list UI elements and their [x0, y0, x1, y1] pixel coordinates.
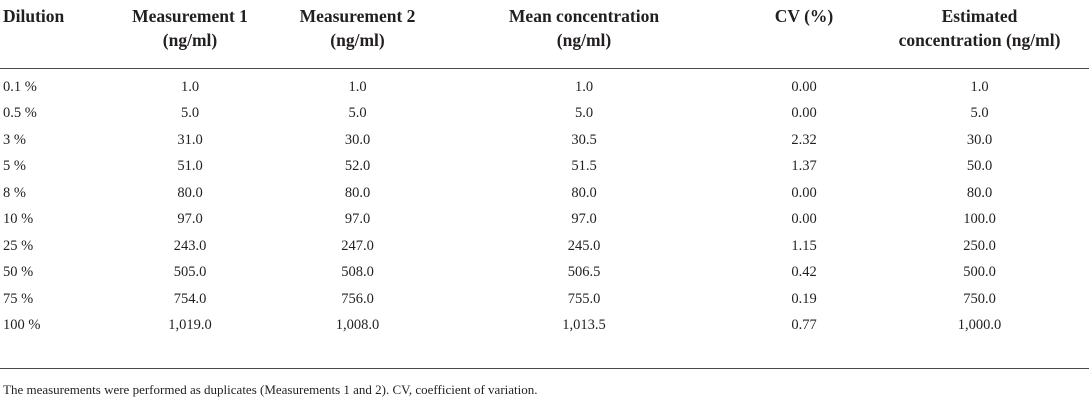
- table-bottom-rule: [0, 368, 1089, 369]
- cell-cv: 0.19: [791, 290, 817, 307]
- table-row: 0.5 % 5.0 5.0 5.0 0.00 5.0: [0, 101, 1089, 128]
- cell-dilution: 0.1 %: [3, 78, 37, 95]
- cell-estimated-concentration: 250.0: [963, 237, 996, 254]
- table-row: 100 % 1,019.0 1,008.0 1,013.5 0.77 1,000.0: [0, 313, 1089, 345]
- cell-mean-concentration: 97.0: [571, 211, 597, 228]
- cell-measurement-1: 80.0: [177, 184, 203, 201]
- cell-estimated-concentration: 5.0: [970, 105, 989, 122]
- header-measurement-1: Measurement 1 (ng/ml): [95, 0, 285, 69]
- cell-dilution: 100 %: [3, 317, 41, 334]
- cell-measurement-1: 243.0: [173, 237, 207, 254]
- table-header: Dilution Measurement 1 (ng/ml) Measureme…: [0, 0, 1089, 69]
- cell-dilution: 3 %: [3, 131, 26, 148]
- cell-cv: 0.00: [791, 78, 817, 95]
- cell-cv: 1.15: [791, 237, 817, 254]
- cell-estimated-concentration: 750.0: [963, 290, 996, 307]
- cell-measurement-1: 31.0: [177, 131, 203, 148]
- cell-estimated-concentration: 50.0: [966, 158, 993, 175]
- cell-measurement-1: 51.0: [177, 158, 203, 175]
- cell-dilution: 75 %: [3, 290, 34, 307]
- cell-estimated-concentration: 1,000.0: [957, 317, 1002, 334]
- cell-measurement-1: 754.0: [173, 290, 207, 307]
- table-row: 0.1 % 1.0 1.0 1.0 0.00 1.0: [0, 69, 1089, 101]
- cell-cv: 0.00: [791, 184, 817, 201]
- header-row: Dilution Measurement 1 (ng/ml) Measureme…: [0, 0, 1089, 69]
- header-estimated-concentration: Estimated concentration (ng/ml): [870, 0, 1089, 69]
- table-row: 5 % 51.0 52.0 51.5 1.37 50.0: [0, 154, 1089, 181]
- table-row: 10 % 97.0 97.0 97.0 0.00 100.0: [0, 207, 1089, 234]
- table-footnote: The measurements were performed as dupli…: [3, 382, 538, 397]
- table-row: 25 % 243.0 247.0 245.0 1.15 250.0: [0, 233, 1089, 260]
- cell-cv: 1.37: [791, 158, 817, 175]
- cell-estimated-concentration: 30.0: [966, 131, 993, 148]
- cell-measurement-2: 247.0: [341, 237, 374, 254]
- cell-cv: 0.77: [791, 317, 817, 334]
- cell-measurement-2: 30.0: [344, 131, 371, 148]
- cell-dilution: 50 %: [3, 264, 34, 281]
- cell-mean-concentration: 5.0: [574, 105, 594, 122]
- cell-dilution: 5 %: [3, 158, 26, 175]
- cell-mean-concentration: 1.0: [574, 78, 594, 95]
- cell-measurement-2: 52.0: [344, 158, 371, 175]
- cell-dilution: 0.5 %: [3, 105, 37, 122]
- cell-dilution: 25 %: [3, 237, 34, 254]
- cell-estimated-concentration: 80.0: [966, 184, 993, 201]
- cell-measurement-2: 80.0: [344, 184, 371, 201]
- cell-estimated-concentration: 1.0: [970, 78, 989, 95]
- cell-estimated-concentration: 500.0: [963, 264, 996, 281]
- header-cv: CV (%): [738, 0, 870, 69]
- cell-measurement-1: 97.0: [177, 211, 203, 228]
- cell-measurement-1: 1.0: [180, 78, 200, 95]
- cell-dilution: 10 %: [3, 211, 34, 228]
- cell-measurement-1: 1,019.0: [168, 317, 212, 334]
- cell-mean-concentration: 506.5: [567, 264, 601, 281]
- cell-mean-concentration: 245.0: [567, 237, 601, 254]
- cell-dilution: 8 %: [3, 184, 26, 201]
- table-row: 8 % 80.0 80.0 80.0 0.00 80.0: [0, 180, 1089, 207]
- cell-mean-concentration: 755.0: [567, 290, 601, 307]
- table-row: 50 % 505.0 508.0 506.5 0.42 500.0: [0, 260, 1089, 287]
- cell-cv: 2.32: [791, 131, 817, 148]
- cell-measurement-2: 5.0: [348, 105, 367, 122]
- header-dilution: Dilution: [0, 0, 95, 69]
- cell-measurement-2: 508.0: [341, 264, 374, 281]
- cell-measurement-1: 5.0: [180, 105, 200, 122]
- table-body: 0.1 % 1.0 1.0 1.0 0.00 1.0 0.5 % 5.0 5.0 5.0 0.00 5…: [0, 69, 1089, 345]
- cell-cv: 0.00: [791, 211, 817, 228]
- cell-cv: 0.42: [791, 264, 817, 281]
- cell-measurement-2: 756.0: [341, 290, 374, 307]
- cell-measurement-2: 1.0: [348, 78, 367, 95]
- header-mean-concentration: Mean concentration (ng/ml): [430, 0, 738, 69]
- cell-mean-concentration: 51.5: [571, 158, 597, 175]
- table-row: 75 % 754.0 756.0 755.0 0.19 750.0: [0, 286, 1089, 313]
- dilution-table: Dilution Measurement 1 (ng/ml) Measureme…: [0, 0, 1089, 345]
- cell-estimated-concentration: 100.0: [963, 211, 996, 228]
- cell-mean-concentration: 30.5: [571, 131, 597, 148]
- cell-measurement-2: 97.0: [344, 211, 371, 228]
- cell-measurement-1: 505.0: [173, 264, 207, 281]
- cell-mean-concentration: 1,013.5: [562, 317, 606, 334]
- cell-cv: 0.00: [791, 105, 817, 122]
- table-row: 3 % 31.0 30.0 30.5 2.32 30.0: [0, 127, 1089, 154]
- cell-mean-concentration: 80.0: [571, 184, 597, 201]
- cell-measurement-2: 1,008.0: [335, 317, 380, 334]
- header-measurement-2: Measurement 2 (ng/ml): [285, 0, 430, 69]
